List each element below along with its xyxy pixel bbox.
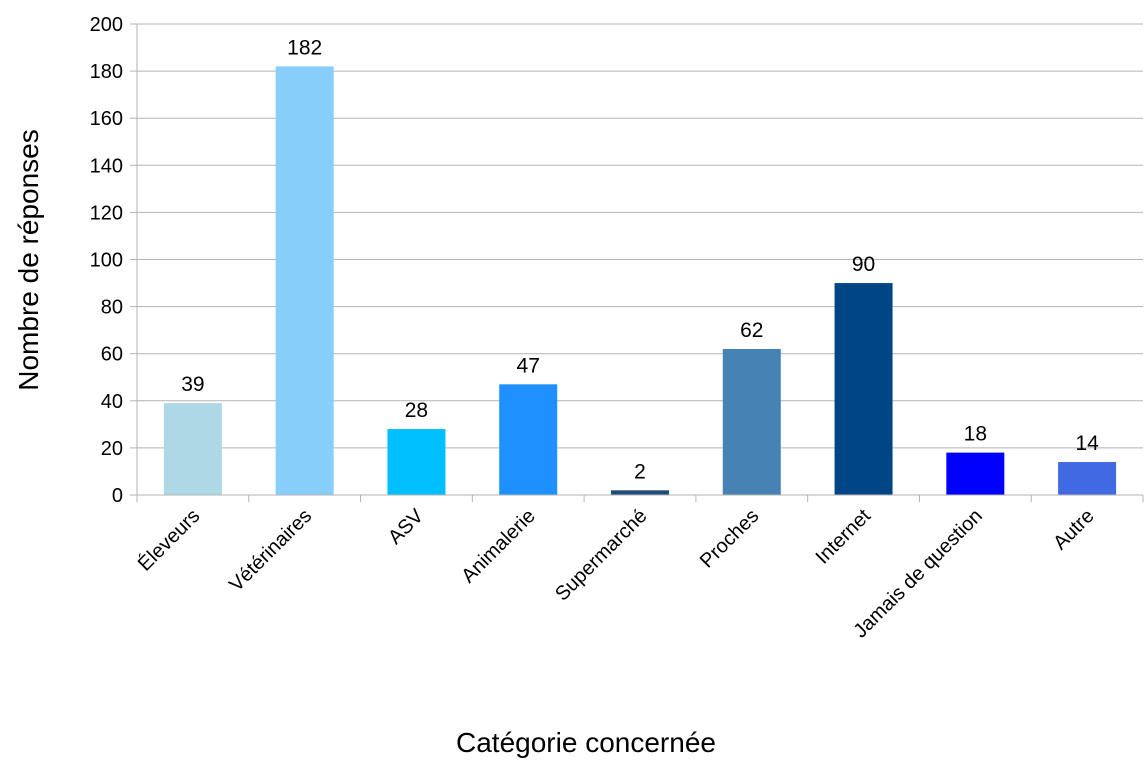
x-axis-categories: Éleveurs Vétérinaires ASV Animalerie Superma… <box>133 504 1099 642</box>
data-labels: 39 182 28 47 2 62 90 18 14 <box>181 36 1099 483</box>
y-tick-label: 0 <box>112 485 123 507</box>
x-category-label: Jamais de question <box>849 505 986 642</box>
bar-9 <box>1058 462 1117 495</box>
bar-7 <box>834 283 893 495</box>
data-label: 62 <box>740 319 763 342</box>
data-label: 182 <box>287 36 322 59</box>
data-label: 47 <box>517 354 540 377</box>
x-category-label: Internet <box>812 505 876 569</box>
x-category-label: Supermarché <box>551 505 651 605</box>
bars <box>163 66 1117 495</box>
y-tick-label: 80 <box>101 297 123 319</box>
x-category-label: ASV <box>384 505 428 549</box>
bar-1 <box>163 403 222 495</box>
data-label: 90 <box>852 253 875 276</box>
bar-2 <box>275 66 334 495</box>
data-label: 28 <box>405 399 428 422</box>
bar-6 <box>722 348 781 495</box>
data-label: 18 <box>964 423 987 446</box>
y-tick-label: 140 <box>90 155 123 177</box>
y-axis-title: Nombre de réponses <box>13 129 44 390</box>
x-category-label: Éleveurs <box>133 504 204 575</box>
x-axis-title: Catégorie concernée <box>456 727 716 758</box>
y-tick-label: 60 <box>101 344 123 366</box>
y-tick-label: 200 <box>90 14 123 36</box>
bar-4 <box>499 384 558 495</box>
y-tick-label: 120 <box>90 202 123 224</box>
y-tick-label: 180 <box>90 61 123 83</box>
data-label: 39 <box>181 373 204 396</box>
data-label: 2 <box>634 460 646 483</box>
data-label: 14 <box>1075 432 1099 455</box>
bar-5 <box>611 490 669 495</box>
y-tick-label: 160 <box>90 108 123 130</box>
y-tick-label: 20 <box>101 438 123 460</box>
x-category-label: Proches <box>696 505 763 572</box>
bar-3 <box>387 429 446 495</box>
x-category-label: Autre <box>1049 505 1098 554</box>
x-category-label: Animalerie <box>457 505 539 587</box>
x-category-label: Vétérinaires <box>225 505 316 596</box>
bar-8 <box>946 452 1005 495</box>
y-tick-label: 40 <box>101 391 123 413</box>
y-tick-label: 100 <box>90 250 123 272</box>
y-axis-ticks: 0 20 40 60 80 100 120 140 160 180 200 <box>90 14 1144 507</box>
